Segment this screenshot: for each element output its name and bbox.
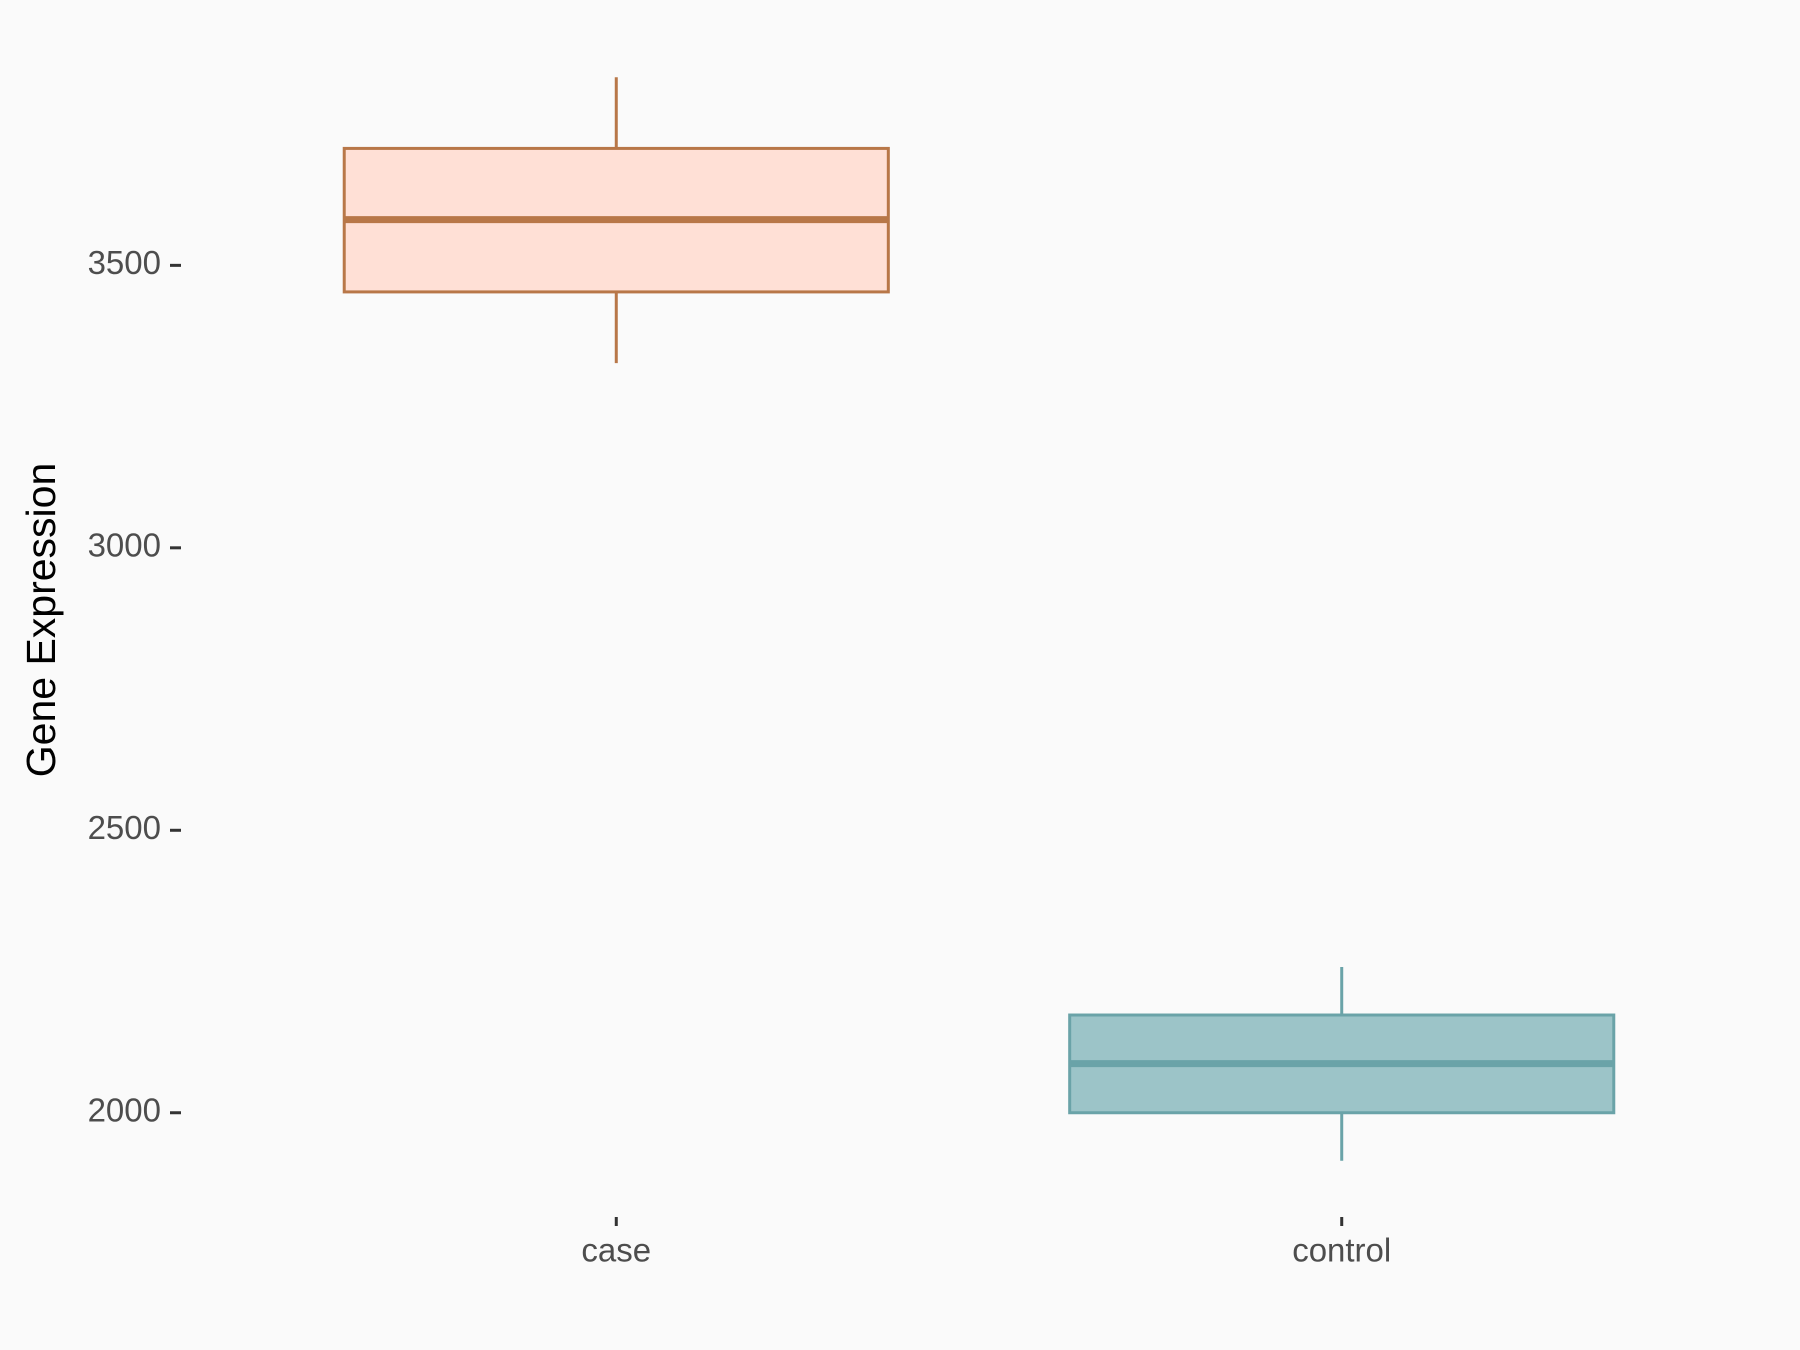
y-tick-label: 2500 <box>88 809 161 846</box>
x-tick-label: control <box>1292 1232 1391 1269</box>
y-tick-label: 3000 <box>88 527 161 564</box>
y-tick-label: 2000 <box>88 1091 161 1128</box>
y-axis-title: Gene Expression <box>18 463 64 778</box>
x-tick-label: case <box>581 1232 651 1269</box>
y-tick-label: 3500 <box>88 244 161 281</box>
